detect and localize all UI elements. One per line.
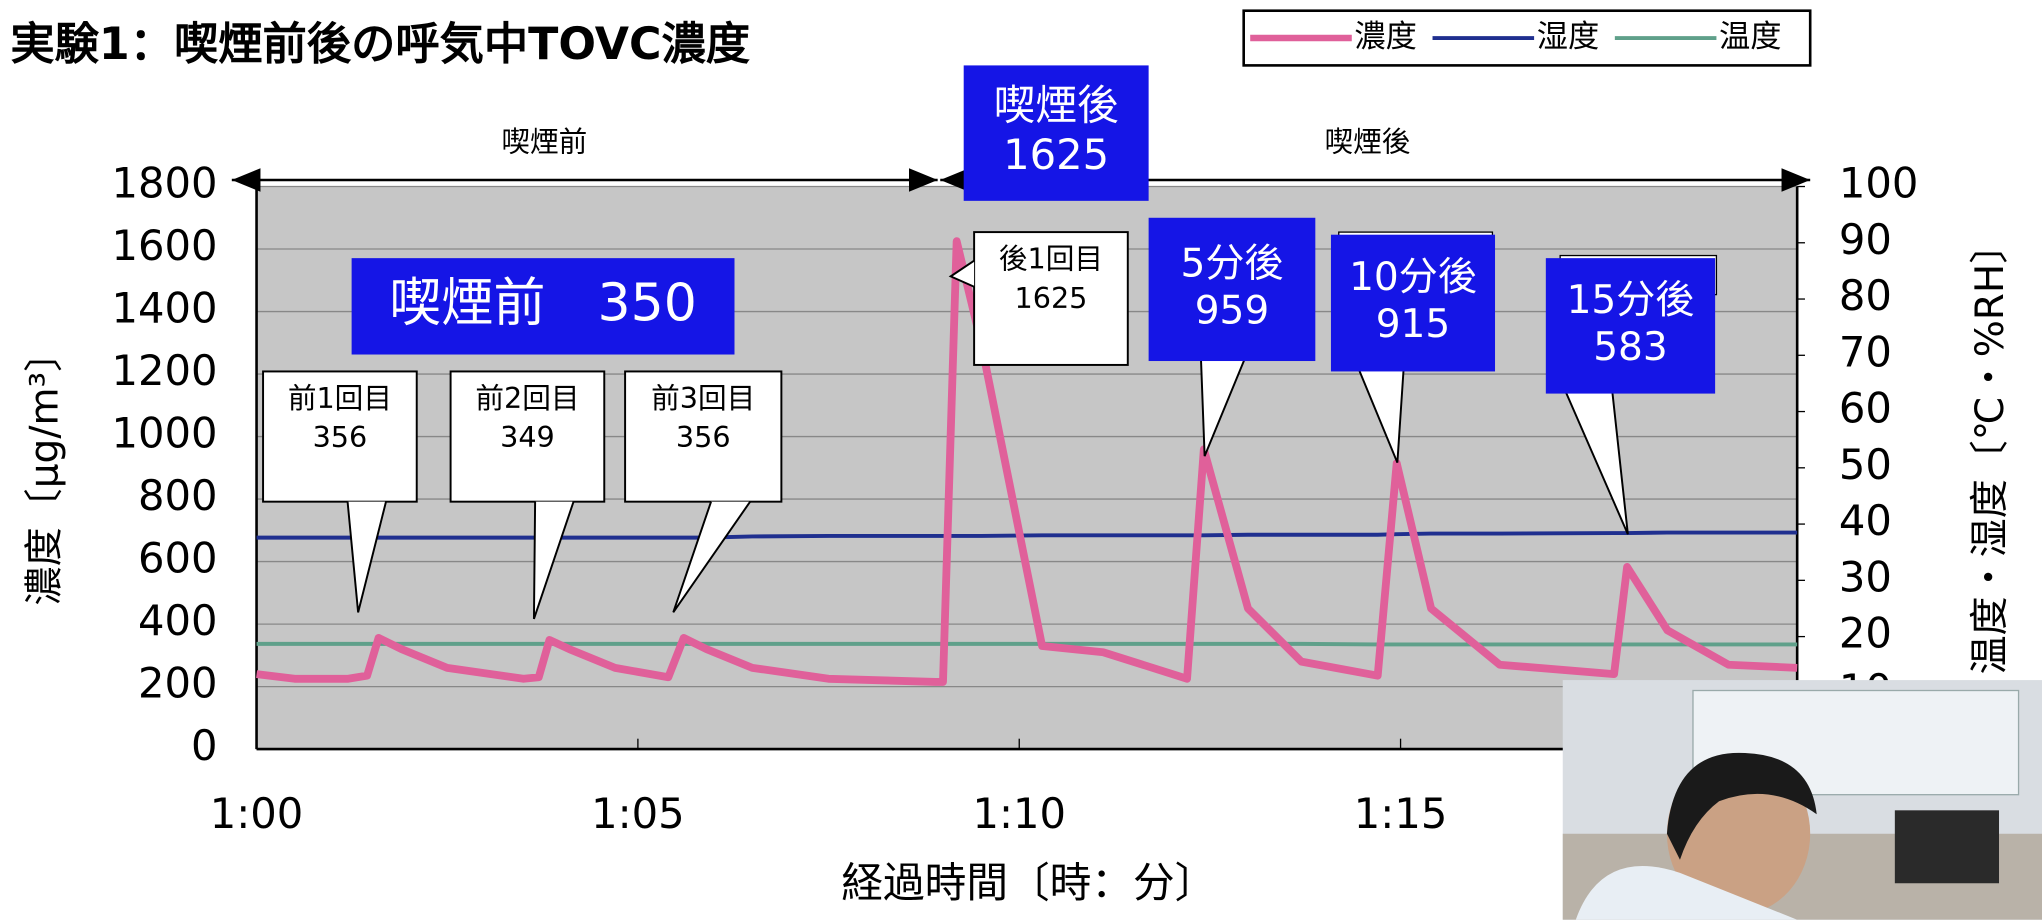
arrow-head [231, 168, 261, 192]
highlight-text: 959 [1195, 288, 1270, 333]
highlight-box [1545, 258, 1716, 394]
y-tick-label: 1600 [111, 221, 217, 270]
callout-pointer [532, 501, 575, 620]
y-tick-label: 600 [138, 534, 218, 583]
y-tick-label: 1400 [111, 284, 217, 333]
callout-label: 前1回目 [288, 381, 392, 415]
chart-title: 実験1：喫煙前後の呼気中TOVC濃度 [10, 19, 750, 70]
callout-pointer [1564, 390, 1629, 535]
callout-value: 356 [313, 420, 368, 454]
highlight-box [1148, 217, 1316, 362]
callout-box [262, 370, 418, 503]
person-hair [1666, 752, 1817, 860]
y2-tick-label: 20 [1839, 609, 1892, 658]
callout-pointer [346, 501, 387, 613]
y2-tick-label: 80 [1839, 271, 1892, 320]
y-tick-label: 400 [138, 596, 218, 645]
x-tick-label: 1:15 [1354, 789, 1448, 838]
arrow-head [940, 168, 969, 192]
callout-pointer [672, 501, 751, 613]
highlight-text: 10分後 [1349, 255, 1477, 300]
y2-tick-label: 30 [1839, 552, 1892, 601]
y2-tick-label: 90 [1839, 215, 1892, 264]
legend-label: 温度 [1719, 19, 1782, 55]
callout-label: 前3回目 [651, 381, 755, 415]
y-axis-label: 濃度〔μg/m³〕 [22, 333, 67, 606]
video-overlay [1562, 680, 2042, 920]
arrow-head [909, 168, 938, 192]
y-tick-label: 1800 [111, 159, 217, 208]
highlight-text: 583 [1593, 325, 1668, 370]
y-tick-label: 200 [138, 659, 218, 708]
highlight-text: 喫煙後 [994, 80, 1119, 129]
highlight-text: 喫煙前 350 [389, 273, 697, 333]
highlight-box [351, 258, 735, 355]
x-tick-label: 1:05 [591, 789, 685, 838]
legend-label: 湿度 [1537, 19, 1600, 55]
x-tick-label: 1:10 [972, 789, 1066, 838]
highlight-text: 15分後 [1567, 278, 1695, 323]
y2-tick-label: 100 [1839, 159, 1919, 208]
x-tick-label: 1:00 [210, 789, 304, 838]
period-label: 喫煙後 [1324, 125, 1410, 159]
legend-label: 濃度 [1354, 19, 1417, 55]
y-tick-label: 800 [138, 471, 218, 520]
y2-axis-label: 温度・湿度〔℃・%RH〕 [1968, 225, 2013, 675]
y2-tick-label: 40 [1839, 496, 1892, 545]
callout-box [973, 231, 1129, 366]
series-line [256, 530, 1798, 540]
callout-value: 349 [500, 420, 555, 454]
callout-pointer [1356, 364, 1405, 463]
y2-tick-label: 70 [1839, 327, 1892, 376]
arrow-head [1781, 168, 1811, 192]
y-tick-label: 0 [191, 721, 218, 770]
series-line [256, 237, 1798, 686]
y2-tick-label: 60 [1839, 384, 1892, 433]
callout-box [449, 370, 606, 503]
callout-pointer [1199, 351, 1249, 457]
callout-pointer [948, 259, 975, 288]
x-axis-label: 経過時間〔時：分〕 [841, 858, 1216, 907]
y-tick-label: 1000 [111, 409, 217, 458]
callout-box [624, 370, 783, 503]
highlight-box [963, 65, 1149, 201]
y-tick-label: 1200 [111, 346, 217, 395]
callout-value: 1625 [1015, 281, 1088, 315]
person-body [1575, 865, 1798, 920]
period-label: 喫煙前 [501, 125, 587, 159]
callout-value: 356 [676, 420, 731, 454]
laptop [1894, 810, 2000, 884]
highlight-text: 915 [1376, 302, 1451, 347]
highlight-box [1330, 234, 1496, 372]
y2-tick-label: 50 [1839, 440, 1892, 489]
callout-label: 後1回目 [999, 242, 1103, 276]
callout-label: 前2回目 [475, 381, 579, 415]
series-line [256, 641, 1798, 647]
highlight-text: 1625 [1003, 130, 1109, 179]
highlight-text: 5分後 [1181, 241, 1284, 286]
